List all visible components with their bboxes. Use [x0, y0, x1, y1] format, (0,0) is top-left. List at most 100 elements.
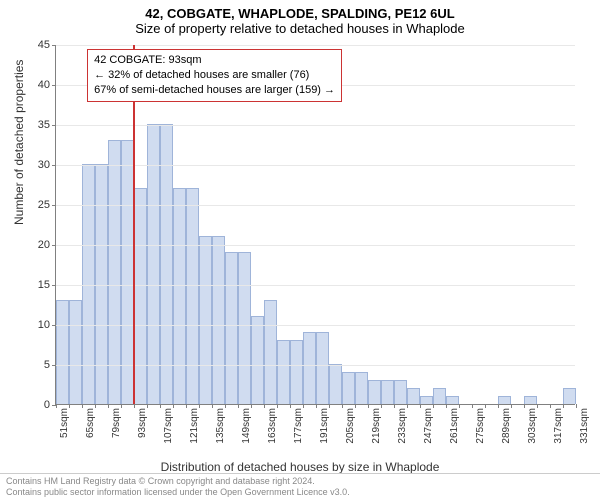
x-tick-mark	[381, 404, 382, 408]
histogram-bar	[134, 188, 147, 404]
footer-line-1: Contains HM Land Registry data © Crown c…	[6, 476, 594, 487]
plot-area: 42 COBGATE: 93sqm ← 32% of detached hous…	[55, 45, 575, 405]
histogram-bar	[342, 372, 355, 404]
x-tick-mark	[121, 404, 122, 408]
x-tick-mark	[160, 404, 161, 408]
x-tick-label: 233sqm	[397, 404, 408, 444]
x-tick-mark	[147, 404, 148, 408]
histogram-bar	[69, 300, 82, 404]
y-tick-label: 45	[38, 39, 56, 51]
x-tick-mark	[576, 404, 577, 408]
x-tick-mark	[433, 404, 434, 408]
footer-line-2: Contains public sector information licen…	[6, 487, 594, 498]
info-line-3: 67% of semi-detached houses are larger (…	[94, 83, 335, 98]
x-tick-mark	[394, 404, 395, 408]
y-tick-label: 10	[38, 319, 56, 331]
y-tick-label: 0	[44, 399, 56, 411]
x-tick-mark	[550, 404, 551, 408]
histogram-bar	[251, 316, 264, 404]
x-tick-mark	[446, 404, 447, 408]
histogram-bar	[498, 396, 511, 404]
x-tick-mark	[173, 404, 174, 408]
histogram-bar	[524, 396, 537, 404]
x-tick-mark	[524, 404, 525, 408]
x-tick-mark	[277, 404, 278, 408]
x-tick-label: 191sqm	[319, 404, 330, 444]
info-line-2: ← 32% of detached houses are smaller (76…	[94, 68, 335, 83]
x-tick-mark	[459, 404, 460, 408]
x-tick-label: 303sqm	[527, 404, 538, 444]
histogram-bar	[394, 380, 407, 404]
histogram-bar	[264, 300, 277, 404]
x-tick-mark	[485, 404, 486, 408]
info-box: 42 COBGATE: 93sqm ← 32% of detached hous…	[87, 49, 342, 102]
x-tick-label: 289sqm	[501, 404, 512, 444]
y-tick-label: 20	[38, 239, 56, 251]
x-tick-mark	[511, 404, 512, 408]
x-tick-mark	[69, 404, 70, 408]
x-tick-label: 79sqm	[111, 404, 122, 438]
x-tick-label: 331sqm	[579, 404, 590, 444]
x-tick-mark	[134, 404, 135, 408]
x-tick-mark	[355, 404, 356, 408]
histogram-bar	[199, 236, 212, 404]
x-tick-mark	[303, 404, 304, 408]
histogram-bar	[160, 124, 173, 404]
x-tick-mark	[563, 404, 564, 408]
histogram-bar	[303, 332, 316, 404]
histogram-bar	[56, 300, 69, 404]
x-axis-label: Distribution of detached houses by size …	[0, 460, 600, 474]
x-tick-label: 51sqm	[59, 404, 70, 438]
page-title: 42, COBGATE, WHAPLODE, SPALDING, PE12 6U…	[0, 0, 600, 21]
x-tick-label: 205sqm	[345, 404, 356, 444]
y-tick-label: 40	[38, 79, 56, 91]
x-tick-label: 275sqm	[475, 404, 486, 444]
x-tick-mark	[368, 404, 369, 408]
y-tick-label: 25	[38, 199, 56, 211]
x-tick-mark	[186, 404, 187, 408]
histogram-bar	[368, 380, 381, 404]
x-tick-mark	[316, 404, 317, 408]
y-tick-label: 30	[38, 159, 56, 171]
x-tick-mark	[199, 404, 200, 408]
x-tick-mark	[108, 404, 109, 408]
page-subtitle: Size of property relative to detached ho…	[0, 21, 600, 40]
histogram-bar	[212, 236, 225, 404]
info-line-1: 42 COBGATE: 93sqm	[94, 53, 335, 68]
histogram-bar	[329, 364, 342, 404]
y-tick-label: 15	[38, 279, 56, 291]
x-tick-label: 107sqm	[163, 404, 174, 444]
histogram-bar	[563, 388, 576, 404]
histogram-bar	[173, 188, 186, 404]
histogram-chart: 42 COBGATE: 93sqm ← 32% of detached hous…	[55, 45, 575, 405]
x-tick-label: 135sqm	[215, 404, 226, 444]
x-tick-label: 261sqm	[449, 404, 460, 444]
x-tick-mark	[264, 404, 265, 408]
x-tick-label: 219sqm	[371, 404, 382, 444]
x-tick-mark	[472, 404, 473, 408]
x-tick-label: 247sqm	[423, 404, 434, 444]
histogram-bar	[316, 332, 329, 404]
x-tick-mark	[290, 404, 291, 408]
x-tick-mark	[420, 404, 421, 408]
histogram-bar	[147, 124, 160, 404]
x-tick-mark	[225, 404, 226, 408]
x-tick-label: 317sqm	[553, 404, 564, 444]
histogram-bar	[290, 340, 303, 404]
x-tick-mark	[407, 404, 408, 408]
histogram-bar	[238, 252, 251, 404]
x-tick-label: 177sqm	[293, 404, 304, 444]
x-tick-label: 65sqm	[85, 404, 96, 438]
x-tick-label: 163sqm	[267, 404, 278, 444]
histogram-bar	[433, 388, 446, 404]
histogram-bar	[381, 380, 394, 404]
histogram-bar	[82, 164, 95, 404]
histogram-bar	[355, 372, 368, 404]
histogram-bar	[225, 252, 238, 404]
x-tick-label: 121sqm	[189, 404, 200, 444]
y-axis-label: Number of detached properties	[12, 60, 26, 225]
x-tick-mark	[56, 404, 57, 408]
x-tick-mark	[537, 404, 538, 408]
histogram-bar	[420, 396, 433, 404]
x-tick-label: 149sqm	[241, 404, 252, 444]
